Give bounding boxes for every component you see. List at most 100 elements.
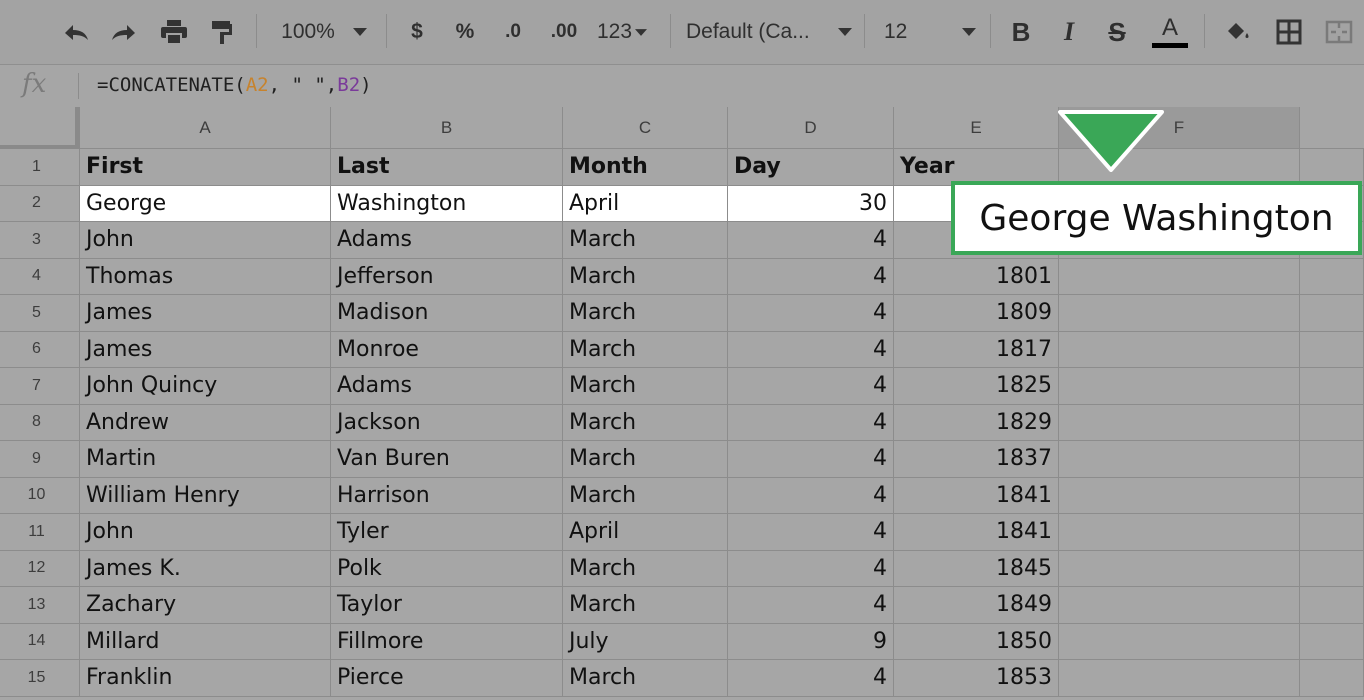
cell[interactable]: 1849 bbox=[894, 587, 1059, 624]
cell[interactable] bbox=[1059, 331, 1300, 368]
cell[interactable]: 4 bbox=[728, 295, 894, 332]
cell[interactable]: Washington bbox=[331, 185, 563, 222]
cell[interactable]: Andrew bbox=[80, 404, 331, 441]
paint-bucket-icon[interactable] bbox=[1222, 12, 1254, 52]
row-header[interactable]: 12 bbox=[0, 550, 80, 587]
column-header-b[interactable]: B bbox=[331, 107, 563, 149]
cell[interactable] bbox=[1059, 660, 1300, 697]
cell[interactable]: March bbox=[563, 477, 728, 514]
cell[interactable]: March bbox=[563, 258, 728, 295]
cell[interactable]: March bbox=[563, 368, 728, 405]
cell[interactable]: Pierce bbox=[331, 660, 563, 697]
cell[interactable] bbox=[1059, 477, 1300, 514]
cell[interactable]: 4 bbox=[728, 441, 894, 478]
cell[interactable] bbox=[1059, 550, 1300, 587]
cell[interactable]: Millard bbox=[80, 623, 331, 660]
cell[interactable]: March bbox=[563, 404, 728, 441]
cell[interactable] bbox=[1059, 514, 1300, 551]
print-icon[interactable] bbox=[156, 12, 192, 52]
cell[interactable]: 4 bbox=[728, 477, 894, 514]
cell[interactable]: 4 bbox=[728, 331, 894, 368]
row-header[interactable]: 11 bbox=[0, 514, 80, 551]
cell[interactable]: Month bbox=[563, 149, 728, 186]
cell[interactable]: First bbox=[80, 149, 331, 186]
cell[interactable] bbox=[1300, 587, 1364, 624]
currency-format-button[interactable]: $ bbox=[402, 12, 432, 52]
merge-cells-icon[interactable] bbox=[1322, 12, 1356, 52]
cell[interactable] bbox=[1300, 295, 1364, 332]
row-header[interactable]: 2 bbox=[0, 185, 80, 222]
cell[interactable]: Last bbox=[331, 149, 563, 186]
row-header[interactable]: 15 bbox=[0, 660, 80, 697]
cell[interactable]: Madison bbox=[331, 295, 563, 332]
column-header-a[interactable]: A bbox=[80, 107, 400, 149]
cell[interactable]: 4 bbox=[728, 222, 894, 259]
cell[interactable]: 1853 bbox=[894, 660, 1059, 697]
cell[interactable]: Zachary bbox=[80, 587, 331, 624]
cell[interactable]: Martin bbox=[80, 441, 331, 478]
cell[interactable]: March bbox=[563, 441, 728, 478]
cell[interactable]: John bbox=[80, 514, 331, 551]
cell[interactable]: 4 bbox=[728, 514, 894, 551]
cell[interactable]: 1809 bbox=[894, 295, 1059, 332]
row-header[interactable]: 3 bbox=[0, 222, 80, 259]
cell[interactable]: James bbox=[80, 295, 331, 332]
row-header[interactable]: 5 bbox=[0, 295, 80, 332]
percent-format-button[interactable]: % bbox=[450, 12, 480, 52]
strikethrough-button[interactable]: S bbox=[1102, 12, 1132, 52]
cell[interactable]: 1801 bbox=[894, 258, 1059, 295]
cell[interactable]: Franklin bbox=[80, 660, 331, 697]
cell[interactable]: Day bbox=[728, 149, 894, 186]
cell[interactable]: March bbox=[563, 660, 728, 697]
column-header-e[interactable]: E bbox=[894, 107, 1059, 149]
cell[interactable]: Fillmore bbox=[331, 623, 563, 660]
zoom-select[interactable]: 100% bbox=[272, 12, 376, 52]
cell[interactable]: 1841 bbox=[894, 514, 1059, 551]
italic-button[interactable]: I bbox=[1054, 12, 1084, 52]
paint-format-icon[interactable] bbox=[206, 12, 238, 52]
row-header[interactable]: 1 bbox=[0, 149, 80, 186]
cell[interactable] bbox=[1300, 368, 1364, 405]
row-header[interactable]: 9 bbox=[0, 441, 80, 478]
cell[interactable]: Van Buren bbox=[331, 441, 563, 478]
cell[interactable]: George bbox=[80, 185, 331, 222]
cell[interactable]: Tyler bbox=[331, 514, 563, 551]
cell[interactable] bbox=[1300, 514, 1364, 551]
cell[interactable]: John bbox=[80, 222, 331, 259]
cell[interactable] bbox=[1300, 404, 1364, 441]
cell[interactable]: Monroe bbox=[331, 331, 563, 368]
cell[interactable]: Jackson bbox=[331, 404, 563, 441]
cell[interactable]: Adams bbox=[331, 368, 563, 405]
decrease-decimal-button[interactable]: .0 bbox=[494, 12, 532, 52]
cell[interactable]: Thomas bbox=[80, 258, 331, 295]
cell[interactable]: Polk bbox=[331, 550, 563, 587]
cell[interactable]: James bbox=[80, 331, 331, 368]
undo-icon[interactable] bbox=[58, 12, 94, 52]
cell[interactable]: March bbox=[563, 222, 728, 259]
cell[interactable]: 1841 bbox=[894, 477, 1059, 514]
cell[interactable]: 4 bbox=[728, 258, 894, 295]
cell[interactable] bbox=[1059, 441, 1300, 478]
row-header[interactable]: 14 bbox=[0, 623, 80, 660]
cell[interactable]: 1817 bbox=[894, 331, 1059, 368]
cell[interactable] bbox=[1300, 441, 1364, 478]
column-header-c[interactable]: C bbox=[563, 107, 728, 149]
column-header-d[interactable]: D bbox=[728, 107, 894, 149]
cell[interactable]: John Quincy bbox=[80, 368, 331, 405]
cell[interactable]: 30 bbox=[728, 185, 894, 222]
more-formats-button[interactable]: 123 bbox=[592, 12, 652, 52]
row-header[interactable]: 6 bbox=[0, 331, 80, 368]
row-header[interactable]: 8 bbox=[0, 404, 80, 441]
cell[interactable]: March bbox=[563, 587, 728, 624]
cell[interactable]: 4 bbox=[728, 550, 894, 587]
font-select[interactable]: Default (Ca... bbox=[686, 12, 852, 52]
row-header[interactable]: 13 bbox=[0, 587, 80, 624]
cell[interactable]: 9 bbox=[728, 623, 894, 660]
redo-icon[interactable] bbox=[106, 12, 142, 52]
text-color-button[interactable]: A bbox=[1150, 12, 1190, 52]
increase-decimal-button[interactable]: .00 bbox=[542, 12, 586, 52]
cell[interactable]: 1825 bbox=[894, 368, 1059, 405]
cell[interactable] bbox=[1300, 550, 1364, 587]
cell[interactable] bbox=[1300, 660, 1364, 697]
cell[interactable] bbox=[1059, 295, 1300, 332]
